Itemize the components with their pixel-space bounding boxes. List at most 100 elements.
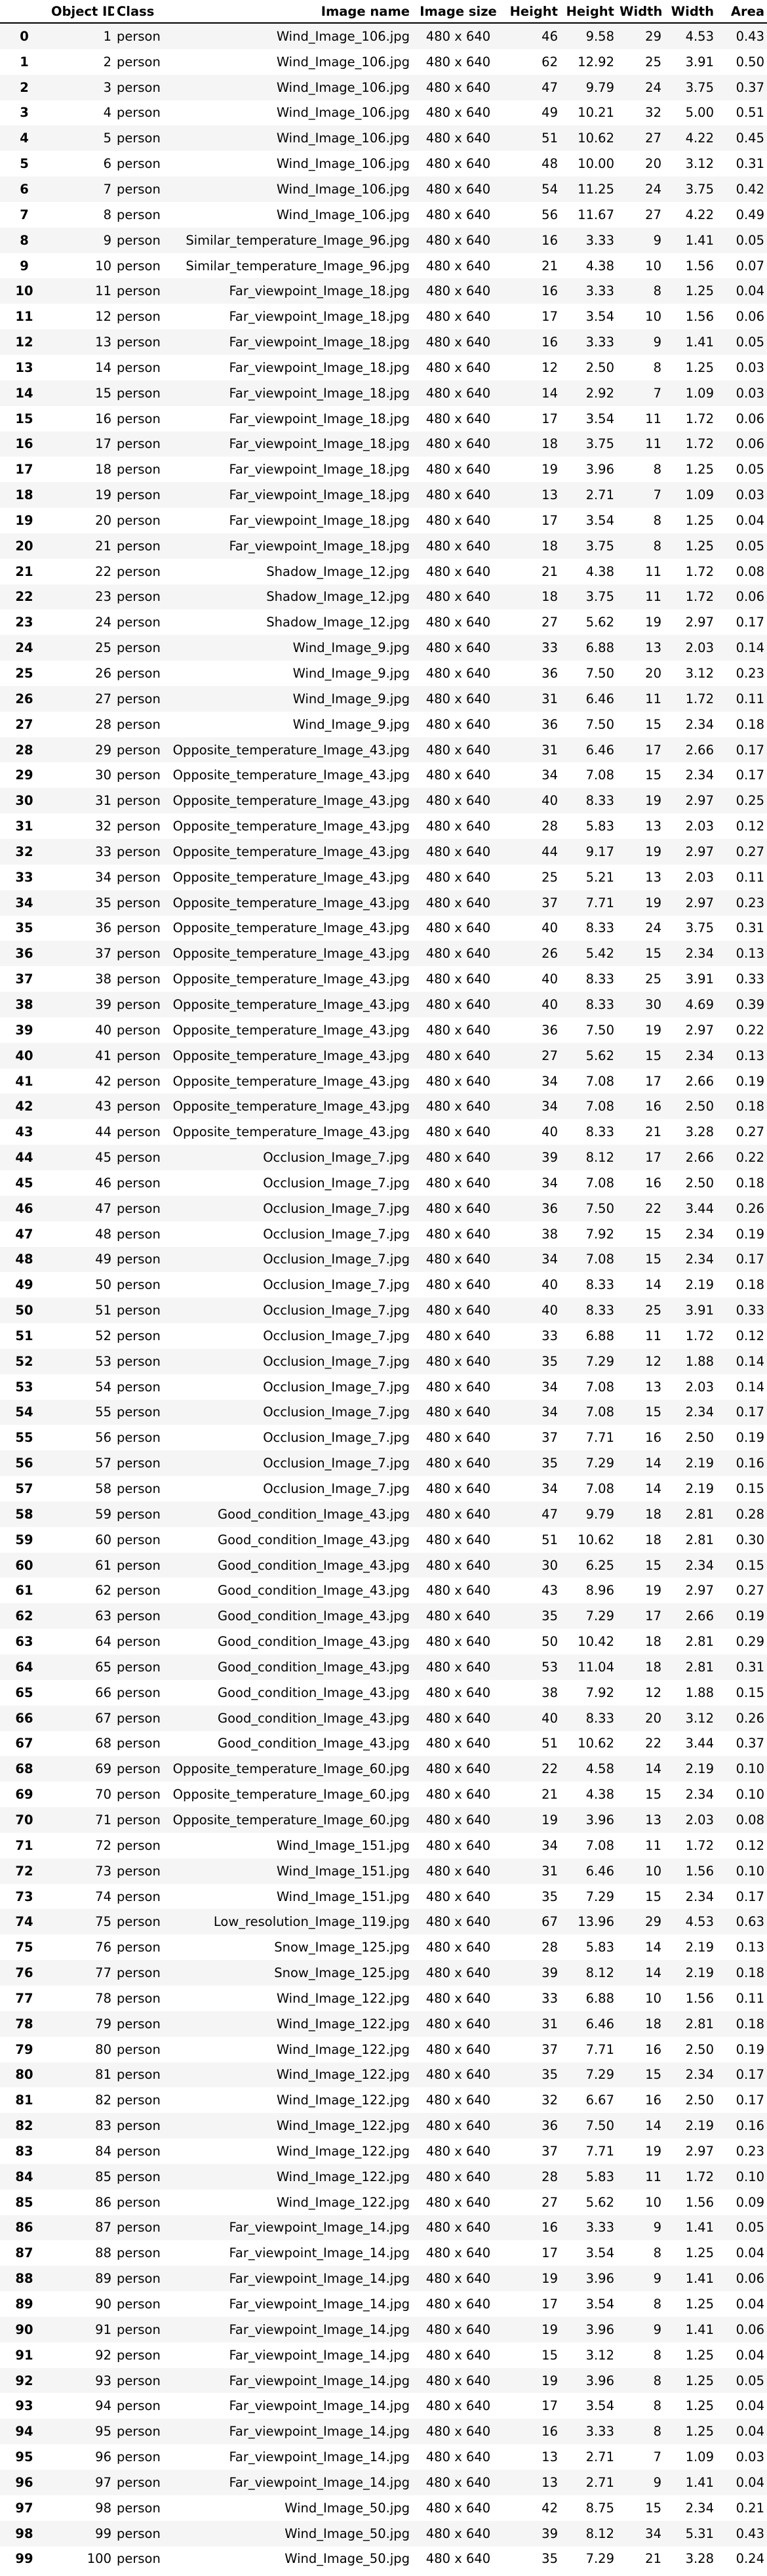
cell-width-px: 16 xyxy=(617,2036,664,2062)
cell-height-pct: 3.33 xyxy=(560,2419,617,2445)
cell-object-id: 54 xyxy=(49,1374,114,1400)
cell-image-size: 480 x 640 xyxy=(412,329,504,355)
cell-area: 0.04 xyxy=(717,2291,767,2317)
cell-height-px: 13 xyxy=(504,2444,560,2470)
cell-width-pct: 2.66 xyxy=(664,1068,717,1094)
cell-class: person xyxy=(114,1145,167,1170)
cell-width-px: 8 xyxy=(617,2419,664,2445)
cell-height-px: 27 xyxy=(504,609,560,636)
cell-height-pct: 5.42 xyxy=(560,941,617,967)
cell-height-px: 51 xyxy=(504,1526,560,1553)
cell-row-index: 38 xyxy=(0,992,49,1017)
cell-image-size: 480 x 640 xyxy=(412,1960,504,1986)
cell-row-index: 6 xyxy=(0,176,49,202)
cell-height-px: 46 xyxy=(504,23,560,49)
cell-row-index: 25 xyxy=(0,661,49,686)
cell-width-pct: 2.19 xyxy=(664,1756,717,1782)
cell-row-index: 14 xyxy=(0,380,49,406)
cell-width-pct: 2.50 xyxy=(664,2087,717,2114)
cell-image-name: Opposite_temperature_Image_43.jpg xyxy=(167,915,412,941)
cell-image-name: Far_viewpoint_Image_14.jpg xyxy=(167,2393,412,2419)
table-row: 8 9 person Similar_temperature_Image_96.jpg… xyxy=(0,227,767,253)
cell-image-size: 480 x 640 xyxy=(412,125,504,152)
cell-image-name: Opposite_temperature_Image_43.jpg xyxy=(167,788,412,814)
cell-height-pct: 3.54 xyxy=(560,2393,617,2419)
cell-height-px: 17 xyxy=(504,2393,560,2419)
cell-image-size: 480 x 640 xyxy=(412,1425,504,1451)
table-row: 77 78 person Wind_Image_122.jpg 480 x 640 33 6… xyxy=(0,1985,767,2011)
cell-row-index: 50 xyxy=(0,1298,49,1324)
cell-height-px: 34 xyxy=(504,1094,560,1120)
cell-class: person xyxy=(114,201,167,228)
cell-image-size: 480 x 640 xyxy=(412,1094,504,1120)
cell-width-pct: 1.56 xyxy=(664,304,717,330)
cell-class: person xyxy=(114,2470,167,2495)
cell-image-name: Far_viewpoint_Image_18.jpg xyxy=(167,405,412,432)
cell-image-size: 480 x 640 xyxy=(412,992,504,1017)
cell-height-pct: 7.92 xyxy=(560,1679,617,1706)
cell-image-size: 480 x 640 xyxy=(412,1042,504,1069)
cell-image-name: Far_viewpoint_Image_14.jpg xyxy=(167,2316,412,2342)
table-row: 65 66 person Good_condition_Image_43.jpg 480… xyxy=(0,1679,767,1706)
cell-height-px: 36 xyxy=(504,2113,560,2139)
table-row: 24 25 person Wind_Image_9.jpg 480 x 640 33 6.8… xyxy=(0,635,767,661)
cell-object-id: 44 xyxy=(49,1119,114,1145)
cell-area: 0.43 xyxy=(717,2520,767,2546)
cell-object-id: 79 xyxy=(49,2011,114,2037)
cell-image-name: Far_viewpoint_Image_18.jpg xyxy=(167,431,412,457)
cell-object-id: 80 xyxy=(49,2036,114,2062)
cell-class: person xyxy=(114,685,167,712)
cell-image-size: 480 x 640 xyxy=(412,1272,504,1298)
cell-height-pct: 4.38 xyxy=(560,558,617,584)
cell-height-px: 17 xyxy=(504,304,560,330)
cell-row-index: 31 xyxy=(0,813,49,839)
cell-class: person xyxy=(114,2419,167,2445)
cell-image-name: Wind_Image_50.jpg xyxy=(167,2546,412,2572)
cell-height-px: 17 xyxy=(504,2291,560,2317)
cell-height-px: 34 xyxy=(504,1476,560,1502)
cell-object-id: 26 xyxy=(49,661,114,686)
cell-height-px: 17 xyxy=(504,2240,560,2266)
cell-object-id: 100 xyxy=(49,2546,114,2572)
cell-height-pct: 3.96 xyxy=(560,457,617,483)
table-row: 69 70 person Opposite_temperature_Image_60.… xyxy=(0,1782,767,1808)
cell-row-index: 15 xyxy=(0,405,49,432)
cell-object-id: 6 xyxy=(49,151,114,177)
cell-class: person xyxy=(114,1501,167,1527)
cell-width-px: 8 xyxy=(617,457,664,483)
cell-class: person xyxy=(114,304,167,330)
cell-image-name: Similar_temperature_Image_96.jpg xyxy=(167,227,412,253)
cell-width-px: 15 xyxy=(617,1042,664,1069)
cell-height-px: 25 xyxy=(504,864,560,890)
cell-width-pct: 2.19 xyxy=(664,2113,717,2139)
cell-height-pct: 4.38 xyxy=(560,1782,617,1808)
cell-height-pct: 4.38 xyxy=(560,253,617,279)
cell-height-pct: 7.71 xyxy=(560,2138,617,2164)
cell-class: person xyxy=(114,49,167,75)
cell-height-pct: 3.75 xyxy=(560,431,617,457)
cell-height-pct: 8.33 xyxy=(560,966,617,992)
table-row: 13 14 person Far_viewpoint_Image_18.jpg 480 … xyxy=(0,354,767,380)
cell-image-size: 480 x 640 xyxy=(412,1195,504,1221)
cell-class: person xyxy=(114,1476,167,1502)
cell-height-px: 33 xyxy=(504,1985,560,2011)
cell-class: person xyxy=(114,2163,167,2190)
table-row: 40 41 person Opposite_temperature_Image_43.… xyxy=(0,1042,767,1069)
cell-width-px: 8 xyxy=(617,2291,664,2317)
table-row: 11 12 person Far_viewpoint_Image_18.jpg 480 … xyxy=(0,304,767,330)
cell-image-name: Far_viewpoint_Image_18.jpg xyxy=(167,482,412,508)
cell-area: 0.14 xyxy=(717,635,767,661)
cell-height-pct: 2.50 xyxy=(560,354,617,380)
cell-height-px: 34 xyxy=(504,1246,560,1273)
cell-image-size: 480 x 640 xyxy=(412,2240,504,2266)
cell-image-size: 480 x 640 xyxy=(412,354,504,380)
cell-height-px: 18 xyxy=(504,533,560,559)
cell-class: person xyxy=(114,227,167,253)
cell-height-px: 36 xyxy=(504,1017,560,1043)
cell-object-id: 12 xyxy=(49,304,114,330)
cell-image-name: Opposite_temperature_Image_43.jpg xyxy=(167,966,412,992)
cell-object-id: 68 xyxy=(49,1730,114,1757)
cell-row-index: 39 xyxy=(0,1017,49,1043)
cell-row-index: 77 xyxy=(0,1985,49,2011)
table-row: 71 72 person Wind_Image_151.jpg 480 x 640 34 7… xyxy=(0,1832,767,1858)
